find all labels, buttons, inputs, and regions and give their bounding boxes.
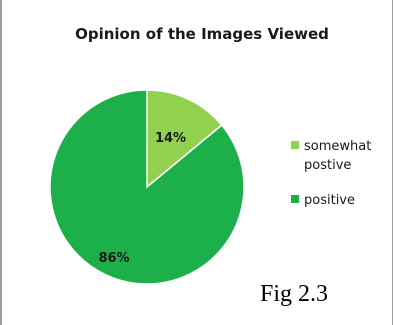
pie-slice-label-2: 86% (98, 251, 129, 266)
chart-title: Opinion of the Images Viewed (75, 25, 329, 43)
legend-swatch-2 (291, 195, 299, 203)
legend-label-1: somewhat postive (304, 139, 371, 173)
legend-label-2: positive (304, 193, 355, 208)
pie-slice-1 (146, 89, 223, 189)
pie-slice-label-1: 14% (155, 131, 186, 146)
chart-legend: somewhat postive positive (291, 139, 371, 208)
figure-caption: Fig 2.3 (260, 281, 328, 307)
pie-slice-2 (49, 89, 245, 285)
legend-swatch-1 (291, 141, 299, 149)
pie-slices (49, 89, 245, 285)
pie-slice-labels: 14% 86% (98, 131, 186, 266)
